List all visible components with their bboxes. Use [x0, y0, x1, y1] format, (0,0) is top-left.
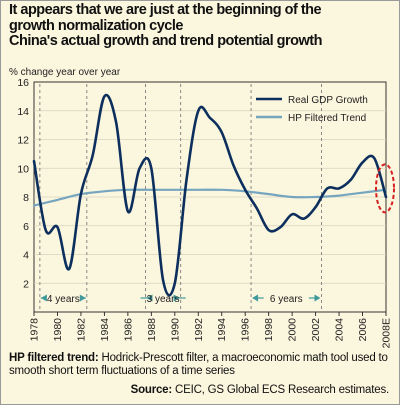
annotation-arrowhead [146, 294, 153, 302]
grid-lines [34, 110, 386, 284]
legend-label: HP Filtered Trend [288, 113, 366, 124]
footnote-label: HP filtered trend: [9, 352, 99, 364]
x-tick-label: 1994 [216, 318, 228, 342]
x-tick-label: 2000 [287, 318, 299, 342]
y-axis-label: % change year over year [9, 67, 121, 78]
footnote: HP filtered trend: Hodrick-Prescott filt… [9, 352, 394, 378]
footnote-text: Hodrick-Prescott filter, a macroeconomic… [9, 352, 388, 377]
annotation-arrowhead [40, 294, 47, 302]
series-line-real-gdp-growth [32, 93, 388, 297]
y-tick-label: 2 [23, 278, 29, 290]
x-tick-label: 1980 [52, 318, 64, 342]
x-tick-label: 1992 [193, 318, 205, 342]
title-line-3: China's actual growth and trend potentia… [9, 33, 322, 49]
y-tick-label: 6 [23, 221, 29, 233]
series-line-hp-filtered-trend [32, 188, 388, 207]
x-tick-label: 2004 [334, 318, 346, 342]
line-chart: % change year over year 4 years 3 years 6 … [9, 67, 395, 348]
chart-title: It appears that we are just at the begin… [9, 2, 394, 50]
annotation-label: 6 years [270, 294, 303, 305]
legend-label: Real GDP Growth [288, 95, 368, 106]
annotation-label: 3 years [147, 294, 180, 305]
x-axis-ticks: 1978 1980 1982 1984 1986 1988 1990 1992 1994 1996… [29, 312, 393, 348]
y-tick-label: 4 [23, 250, 29, 262]
title-line-1: It appears that we are just at the begin… [9, 2, 322, 18]
y-tick-label: 14 [17, 106, 29, 118]
annotation-label: 4 years [47, 294, 80, 305]
annotation-arrowhead [79, 294, 86, 302]
x-tick-label: 1998 [263, 318, 275, 342]
y-tick-label: 12 [17, 135, 29, 147]
x-tick-label: 2002 [310, 318, 322, 342]
legend: Real GDP Growth HP Filtered Trend [256, 95, 368, 124]
y-tick-label: 10 [17, 163, 29, 175]
x-tick-label: 1986 [122, 318, 134, 342]
x-tick-label: 1982 [75, 318, 87, 342]
x-tick-label: 1990 [169, 318, 181, 342]
x-tick-label: 1996 [240, 318, 252, 342]
source-text: CEIC, GS Global ECS Research estimates. [172, 384, 389, 396]
x-tick-label: 1984 [99, 318, 111, 342]
y-tick-label: 16 [17, 77, 29, 89]
x-tick-label: 1978 [29, 318, 41, 342]
y-tick-label: 8 [23, 192, 29, 204]
annotation-arrowhead [252, 294, 259, 302]
y-axis-ticks: 16 14 12 10 8 6 4 2 [17, 77, 29, 290]
title-line-2: growth normalization cycle [9, 17, 183, 34]
annotation-arrowhead [173, 294, 180, 302]
source-note: Source: CEIC, GS Global ECS Research est… [130, 384, 390, 396]
x-tick-label: 1988 [146, 318, 158, 342]
x-tick-label: 2006 [357, 318, 369, 342]
source-label: Source: [130, 384, 173, 396]
period-annotations: 4 years 3 years 6 years [40, 294, 321, 305]
forecast-highlight-ellipse [375, 163, 395, 214]
series-lines [32, 93, 388, 297]
forecast-highlight [375, 163, 395, 214]
annotation-arrowhead [314, 294, 321, 302]
x-tick-label: 2008E [381, 318, 393, 348]
